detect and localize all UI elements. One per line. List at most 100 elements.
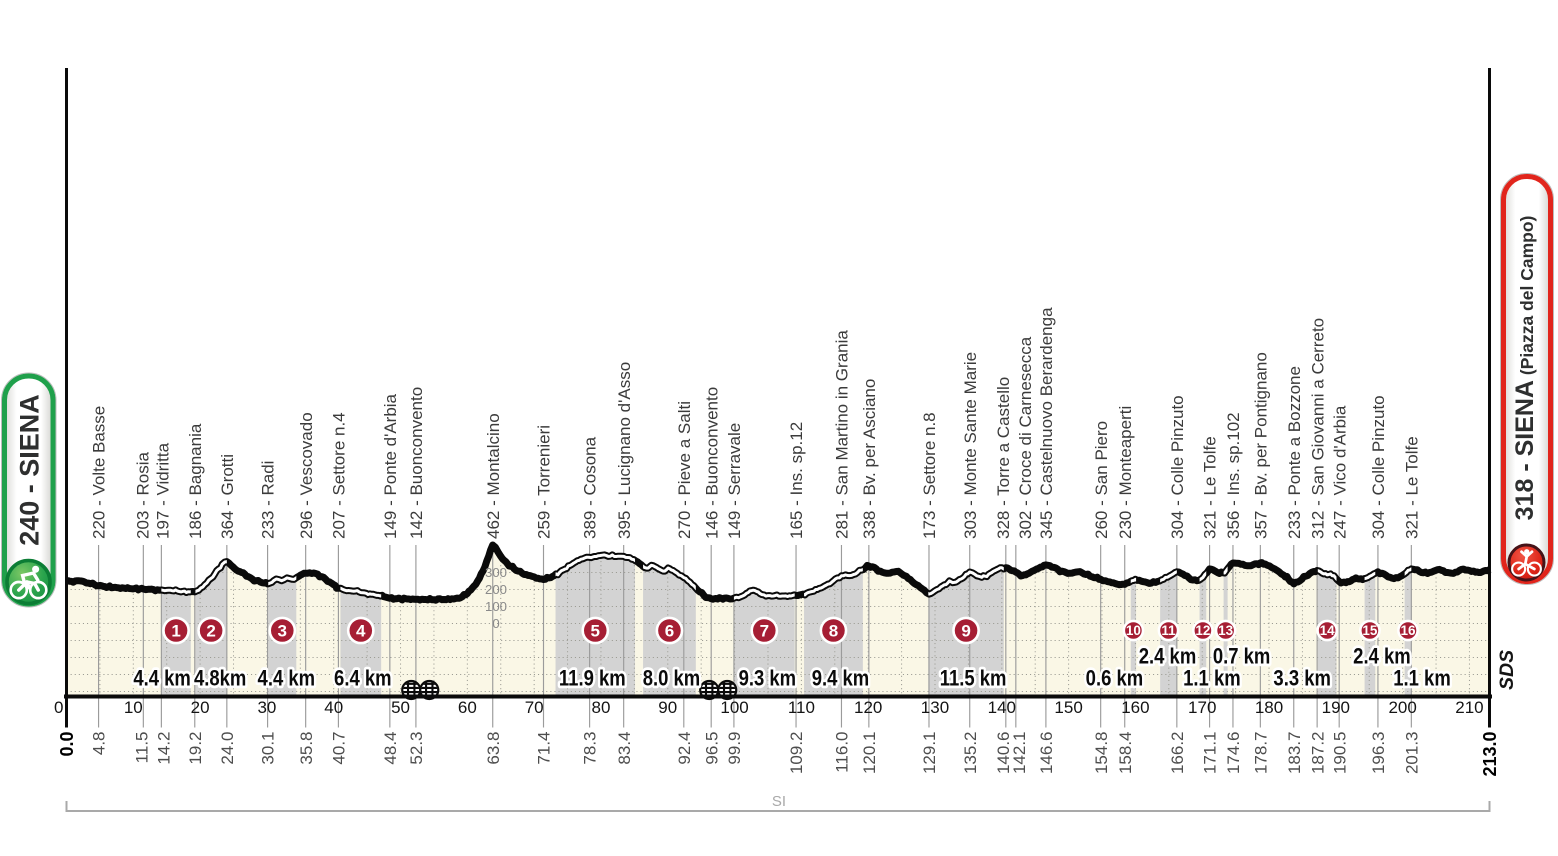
station-distance-label: 146.6 bbox=[1037, 732, 1056, 775]
station-distance-label: 116.0 bbox=[833, 732, 852, 773]
sector-badge-number: 3 bbox=[278, 621, 287, 640]
bottom-bracket-label: SI bbox=[772, 793, 786, 810]
station-label: 338 - Bv. per Asciano bbox=[860, 379, 879, 539]
route-end-distance-label: 0.0 bbox=[57, 732, 77, 757]
station-label: 149 - Serravale bbox=[725, 423, 744, 539]
bottom-bracket-line bbox=[65, 801, 1491, 812]
station-distance-label: 83.4 bbox=[615, 732, 634, 765]
sector-badge-12: 12 bbox=[1191, 619, 1214, 642]
x-tick-label: 120 bbox=[854, 698, 882, 717]
x-tick-label: 50 bbox=[391, 698, 410, 717]
bottom-bracket: SI bbox=[65, 793, 1491, 812]
station-distance-label: 187.2 bbox=[1308, 732, 1327, 775]
sector-badge-1: 1 bbox=[162, 616, 190, 645]
x-tick-label: 60 bbox=[458, 698, 477, 717]
sector-badge-4: 4 bbox=[346, 616, 375, 645]
x-tick-label: 130 bbox=[921, 698, 949, 717]
station-label: 149 - Ponte d'Arbia bbox=[381, 393, 400, 539]
station-label: 260 - San Piero bbox=[1092, 421, 1111, 539]
sector-badge-number: 15 bbox=[1362, 623, 1378, 638]
station-distance-labels: 4.8 11.5 14.2 19.2 24.0 30.1 35.8 40.7 48.4 52.3 6… bbox=[57, 732, 1500, 777]
station-label: 357 - Bv. per Pontignano bbox=[1251, 352, 1270, 539]
station-label: 203 - Rosia bbox=[133, 452, 152, 539]
station-distance-label: 196.3 bbox=[1369, 732, 1388, 775]
sector-badge-2: 2 bbox=[197, 616, 226, 645]
station-label: 270 - Pieve a Salti bbox=[675, 401, 694, 539]
station-distance-label: 135.2 bbox=[961, 732, 980, 775]
station-distance-label: 190.5 bbox=[1330, 732, 1349, 775]
station-label: 281 - San Martino in Grania bbox=[833, 330, 852, 539]
x-tick-label: 190 bbox=[1322, 698, 1350, 717]
x-tick-label: 80 bbox=[591, 698, 610, 717]
station-distance-label: 48.4 bbox=[381, 732, 400, 765]
station-label: 462 - Montalcino bbox=[484, 413, 503, 539]
x-tick-label: 20 bbox=[191, 698, 210, 717]
sector-length-label: 2.4 km bbox=[1139, 645, 1196, 669]
station-label: 296 - Vescovado bbox=[297, 412, 316, 539]
station-distance-label: 52.3 bbox=[407, 732, 426, 765]
start-tag-outline bbox=[1, 372, 57, 608]
finish-tag-outline bbox=[1500, 173, 1554, 585]
station-distance-label: 99.9 bbox=[725, 732, 744, 765]
station-label: 304 - Colle Pinzuto bbox=[1168, 395, 1187, 539]
finish-cyclist-icon bbox=[1507, 543, 1546, 582]
station-label: 328 - Torre a Castello bbox=[994, 377, 1013, 539]
sector-badge-7: 7 bbox=[750, 616, 779, 645]
station-label: 173 - Settore n.8 bbox=[920, 412, 939, 539]
station-distance-label: 183.7 bbox=[1285, 732, 1304, 775]
sector-badge-number: 13 bbox=[1218, 623, 1234, 638]
sector-badge-number: 5 bbox=[591, 621, 600, 640]
elevation-tick-label: 0 bbox=[492, 616, 499, 631]
station-distance-label: 40.7 bbox=[330, 732, 349, 765]
sector-length-label: 0.7 km bbox=[1213, 645, 1270, 669]
sector-length-label: 9.3 km bbox=[739, 667, 796, 691]
station-labels: 220 - Volte Basse 203 - Rosia 197 - Vidrit… bbox=[90, 307, 1422, 539]
station-label: 345 - Castelnuovo Berardenga bbox=[1037, 307, 1056, 539]
sector-badge-number: 8 bbox=[829, 621, 838, 640]
sector-length-label: 1.1 km bbox=[1393, 667, 1450, 691]
station-distance-label: 109.2 bbox=[787, 732, 806, 775]
station-label: 142 - Buonconvento bbox=[407, 387, 426, 539]
sector-badge-number: 1 bbox=[171, 621, 180, 640]
station-distance-label: 63.8 bbox=[484, 732, 503, 765]
x-tick-label: 210 bbox=[1455, 698, 1483, 717]
x-tick-label: 110 bbox=[788, 698, 815, 717]
sector-badge-number: 14 bbox=[1320, 623, 1336, 638]
elevation-scale: 300 200 100 0 bbox=[485, 565, 507, 631]
station-label: 197 - Vidritta bbox=[153, 442, 172, 539]
sector-badge-10: 10 bbox=[1122, 619, 1145, 642]
sector-badge-number: 6 bbox=[665, 621, 674, 640]
sector-badge-number: 10 bbox=[1126, 623, 1141, 638]
station-distance-label: 14.2 bbox=[154, 732, 173, 765]
station-distance-label: 154.8 bbox=[1092, 732, 1111, 775]
sector-length-label: 4.4 km bbox=[258, 667, 315, 691]
station-label: 207 - Settore n.4 bbox=[330, 412, 349, 539]
station-distance-label: 129.1 bbox=[920, 732, 939, 775]
sector-badge-number: 12 bbox=[1195, 623, 1210, 638]
sector-length-labels: 4.4 km 4.8km 4.4 km 6.4 km 11.9 km 8.0 km 9.3 … bbox=[131, 643, 1453, 694]
station-distance-label: 19.2 bbox=[186, 732, 205, 765]
station-label: 233 - Radi bbox=[259, 461, 278, 539]
station-distance-label: 171.1 bbox=[1201, 732, 1220, 775]
station-distance-label: 142.1 bbox=[1010, 732, 1029, 775]
x-tick-label: 100 bbox=[720, 698, 748, 717]
sector-badge-5: 5 bbox=[581, 616, 610, 645]
sector-length-label: 3.3 km bbox=[1273, 667, 1330, 691]
station-label: 230 - Monteaperti bbox=[1116, 406, 1135, 539]
finish-tag-label: 318 - SIENA (Piazza del Campo) bbox=[1511, 216, 1539, 521]
station-distance-label: 96.5 bbox=[702, 732, 721, 765]
finish-tag: 318 - SIENA (Piazza del Campo) bbox=[1500, 173, 1554, 585]
x-tick-label: 180 bbox=[1255, 698, 1283, 717]
station-distance-label: 78.3 bbox=[581, 732, 600, 765]
sector-badge-6: 6 bbox=[655, 616, 684, 645]
cyclist-pictogram bbox=[9, 565, 48, 600]
sds-logo: SDS bbox=[1496, 650, 1518, 690]
x-tick-label: 150 bbox=[1054, 698, 1082, 717]
x-tick-label: 30 bbox=[257, 698, 276, 717]
station-distance-label: 30.1 bbox=[259, 732, 278, 765]
station-label: 186 - Bagnania bbox=[186, 423, 205, 539]
station-distance-label: 4.8 bbox=[90, 732, 109, 756]
station-distance-label: 174.6 bbox=[1224, 732, 1243, 775]
elevation-profile-line bbox=[64, 541, 1492, 604]
sector-length-label: 6.4 km bbox=[334, 667, 391, 691]
